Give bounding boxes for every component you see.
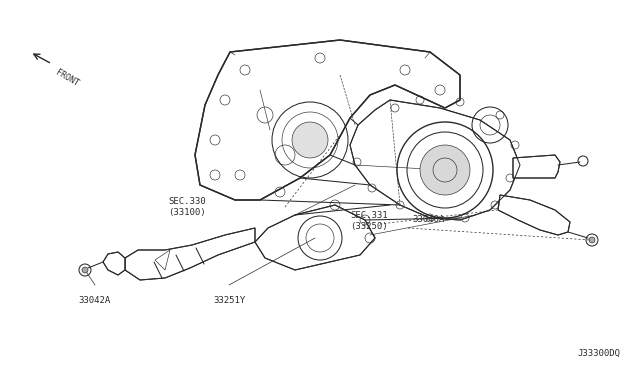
- Polygon shape: [255, 205, 375, 270]
- Text: 33040A: 33040A: [412, 215, 444, 224]
- Polygon shape: [103, 252, 125, 275]
- Polygon shape: [498, 195, 570, 235]
- Text: FRONT: FRONT: [54, 68, 80, 88]
- Text: J33300DQ: J33300DQ: [577, 349, 620, 358]
- Circle shape: [82, 267, 88, 273]
- Text: SEC.330
(33100): SEC.330 (33100): [168, 197, 205, 217]
- Polygon shape: [195, 40, 460, 200]
- Circle shape: [589, 237, 595, 243]
- Circle shape: [420, 145, 470, 195]
- Polygon shape: [350, 100, 520, 220]
- Polygon shape: [513, 155, 560, 178]
- Text: 33251Y: 33251Y: [213, 296, 245, 305]
- Text: SEC.331
(33250): SEC.331 (33250): [350, 211, 388, 231]
- Polygon shape: [125, 228, 255, 280]
- Text: 33042A: 33042A: [78, 296, 110, 305]
- Circle shape: [292, 122, 328, 158]
